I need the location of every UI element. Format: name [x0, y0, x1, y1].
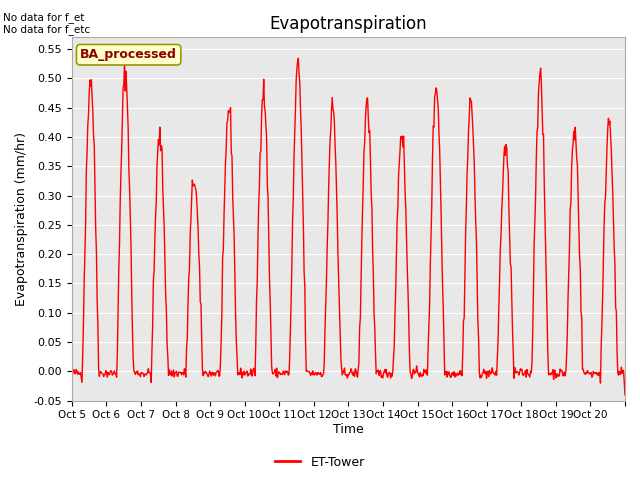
- Text: No data for f_etc: No data for f_etc: [3, 24, 90, 35]
- Text: No data for f_et: No data for f_et: [3, 12, 84, 23]
- X-axis label: Time: Time: [333, 423, 364, 436]
- Legend: ET-Tower: ET-Tower: [270, 451, 370, 474]
- Y-axis label: Evapotranspiration (mm/hr): Evapotranspiration (mm/hr): [15, 132, 28, 306]
- Text: BA_processed: BA_processed: [80, 48, 177, 61]
- Title: Evapotranspiration: Evapotranspiration: [269, 15, 428, 33]
